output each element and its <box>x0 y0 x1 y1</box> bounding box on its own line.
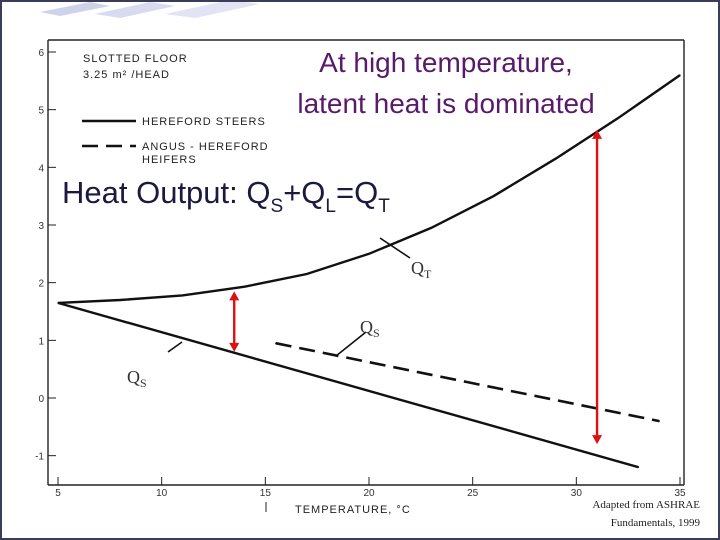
legend-label: HEREFORD STEERS <box>142 116 266 128</box>
plot-frame <box>47 39 685 486</box>
equation-plus: +Q <box>283 175 325 210</box>
chart-note-line1: SLOTTED FLOOR <box>83 53 188 65</box>
x-tick-label: 25 <box>467 488 479 499</box>
red-arrow-head <box>229 342 240 352</box>
red-arrow-head <box>229 291 240 301</box>
equation-sub-s: S <box>271 196 284 217</box>
x-tick-label: 20 <box>363 488 375 499</box>
pointer-qs-upper <box>335 331 367 357</box>
series-point <box>275 342 277 344</box>
series-point <box>555 158 557 160</box>
x-tick-label: 15 <box>260 488 272 499</box>
deco-wave-3 <box>165 0 260 18</box>
series-line-qs-dashed <box>275 341 660 423</box>
series-point <box>658 420 660 422</box>
top-decoration <box>40 0 260 18</box>
x-tick-label: 10 <box>156 488 168 499</box>
y-tick-label: 0 <box>38 394 44 405</box>
series-point <box>119 299 121 301</box>
series-point <box>244 286 246 288</box>
equation-prefix: Heat Output: Q <box>62 175 271 210</box>
label-qt-q: Q <box>411 258 424 278</box>
series-point <box>679 74 681 76</box>
label-qs-upper: QS <box>360 317 380 340</box>
y-tick-label: 2 <box>38 279 44 290</box>
deco-wave-1 <box>40 2 110 16</box>
label-qs-upper-sub: S <box>373 326 380 340</box>
label-qs-lower: QS <box>127 367 147 390</box>
series-point <box>430 227 432 229</box>
source-line2: Fundamentals, 1999 <box>611 517 701 529</box>
red-arrows <box>229 129 603 445</box>
series-point <box>368 253 370 255</box>
pointer-qt <box>379 237 411 259</box>
series-point <box>306 273 308 275</box>
y-tick-label: 3 <box>38 221 44 232</box>
y-tick-label: 6 <box>38 48 44 59</box>
series-point <box>181 294 183 296</box>
equation-sub-l: L <box>325 196 336 217</box>
source-line1: Adapted from ASHRAE <box>592 499 700 511</box>
x-axis-label: TEMPERATURE, °C <box>295 504 411 516</box>
equation-sub-t: T <box>378 196 390 217</box>
series-point <box>57 302 59 304</box>
label-qt: QT <box>411 258 432 281</box>
y-tick-label: 5 <box>38 106 44 117</box>
chart-note-line2: 3.25 m² /HEAD <box>83 69 170 81</box>
legend-label: ANGUS - HEREFORD <box>142 141 269 153</box>
red-arrow-head <box>592 435 603 445</box>
y-tick-label: 4 <box>38 163 44 174</box>
series-point <box>637 466 640 468</box>
equation-equals: =Q <box>336 175 378 210</box>
legend-label: HEIFERS <box>142 154 197 166</box>
y-tick-label: -1 <box>35 452 44 463</box>
headline-line2: latent heat is dominated <box>297 88 594 119</box>
label-qs-upper-q: Q <box>360 317 373 337</box>
deco-wave-2 <box>95 2 175 18</box>
series-point <box>492 195 494 197</box>
label-qs-lower-q: Q <box>127 367 140 387</box>
x-tick-label: 5 <box>55 488 61 499</box>
heat-output-equation: Heat Output: QS+QL=QT <box>62 175 390 217</box>
x-tick-label: 35 <box>674 488 686 499</box>
label-qt-sub: T <box>424 267 432 281</box>
label-qs-lower-sub: S <box>140 376 147 390</box>
pointer-qs-lower <box>167 341 183 353</box>
axis-ticks: 5 10 15 20 25 30 35 -1 0 1 2 3 4 5 6 <box>35 48 686 499</box>
red-arrow-head <box>592 129 603 139</box>
x-tick-label: 30 <box>571 488 583 499</box>
headline-line1: At high temperature, <box>319 47 573 78</box>
y-tick-label: 1 <box>38 336 44 347</box>
chart-series <box>57 74 681 469</box>
series-line-qs-solid <box>57 301 639 469</box>
series-point <box>617 117 619 119</box>
